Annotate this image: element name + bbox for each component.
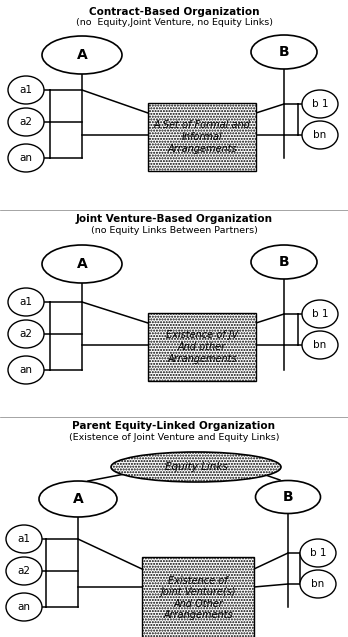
- Ellipse shape: [251, 245, 317, 279]
- FancyBboxPatch shape: [142, 557, 254, 637]
- Text: a1: a1: [19, 297, 32, 307]
- Ellipse shape: [8, 108, 44, 136]
- Text: Joint Venture-Based Organization: Joint Venture-Based Organization: [76, 214, 272, 224]
- Ellipse shape: [6, 593, 42, 621]
- Text: a2: a2: [19, 117, 32, 127]
- Text: (no Equity Links Between Partners): (no Equity Links Between Partners): [90, 226, 258, 235]
- Text: a2: a2: [17, 566, 31, 576]
- Ellipse shape: [6, 557, 42, 585]
- Text: Parent Equity-Linked Organization: Parent Equity-Linked Organization: [72, 421, 276, 431]
- Ellipse shape: [302, 90, 338, 118]
- Text: (no  Equity,Joint Venture, no Equity Links): (no Equity,Joint Venture, no Equity Link…: [76, 18, 272, 27]
- Ellipse shape: [302, 331, 338, 359]
- Text: Contract-Based Organization: Contract-Based Organization: [89, 7, 259, 17]
- Ellipse shape: [8, 76, 44, 104]
- Ellipse shape: [39, 481, 117, 517]
- Text: an: an: [17, 602, 31, 612]
- Text: A Set of Formal and
Informal
Arrangements: A Set of Formal and Informal Arrangement…: [153, 120, 251, 154]
- Ellipse shape: [42, 36, 122, 74]
- Text: B: B: [283, 490, 293, 504]
- Ellipse shape: [251, 35, 317, 69]
- FancyBboxPatch shape: [148, 313, 256, 381]
- Text: Equity Links: Equity Links: [165, 462, 227, 472]
- Text: b 1: b 1: [312, 99, 328, 109]
- Text: (Existence of Joint Venture and Equity Links): (Existence of Joint Venture and Equity L…: [69, 433, 279, 442]
- Text: B: B: [279, 45, 289, 59]
- Ellipse shape: [8, 144, 44, 172]
- Text: B: B: [279, 255, 289, 269]
- Ellipse shape: [302, 300, 338, 328]
- Ellipse shape: [302, 121, 338, 149]
- Ellipse shape: [111, 452, 281, 482]
- Ellipse shape: [6, 525, 42, 553]
- Text: A: A: [73, 492, 84, 506]
- Ellipse shape: [300, 570, 336, 598]
- FancyBboxPatch shape: [148, 103, 256, 171]
- Ellipse shape: [255, 480, 321, 513]
- Text: b 1: b 1: [310, 548, 326, 558]
- Text: a1: a1: [19, 85, 32, 95]
- Ellipse shape: [300, 539, 336, 567]
- Text: bn: bn: [311, 579, 325, 589]
- Ellipse shape: [8, 288, 44, 316]
- Text: bn: bn: [314, 130, 327, 140]
- Ellipse shape: [8, 320, 44, 348]
- Text: b 1: b 1: [312, 309, 328, 319]
- Text: a2: a2: [19, 329, 32, 339]
- Text: an: an: [19, 365, 32, 375]
- Text: an: an: [19, 153, 32, 163]
- Text: A: A: [77, 257, 87, 271]
- Ellipse shape: [42, 245, 122, 283]
- Text: a1: a1: [17, 534, 31, 544]
- Text: Existence of
Joint Venture(s)
And Other
Arrangements: Existence of Joint Venture(s) And Other …: [160, 576, 236, 620]
- Text: bn: bn: [314, 340, 327, 350]
- Text: Existence of JV
And other
Arrangements: Existence of JV And other Arrangements: [166, 331, 238, 364]
- Ellipse shape: [8, 356, 44, 384]
- Text: A: A: [77, 48, 87, 62]
